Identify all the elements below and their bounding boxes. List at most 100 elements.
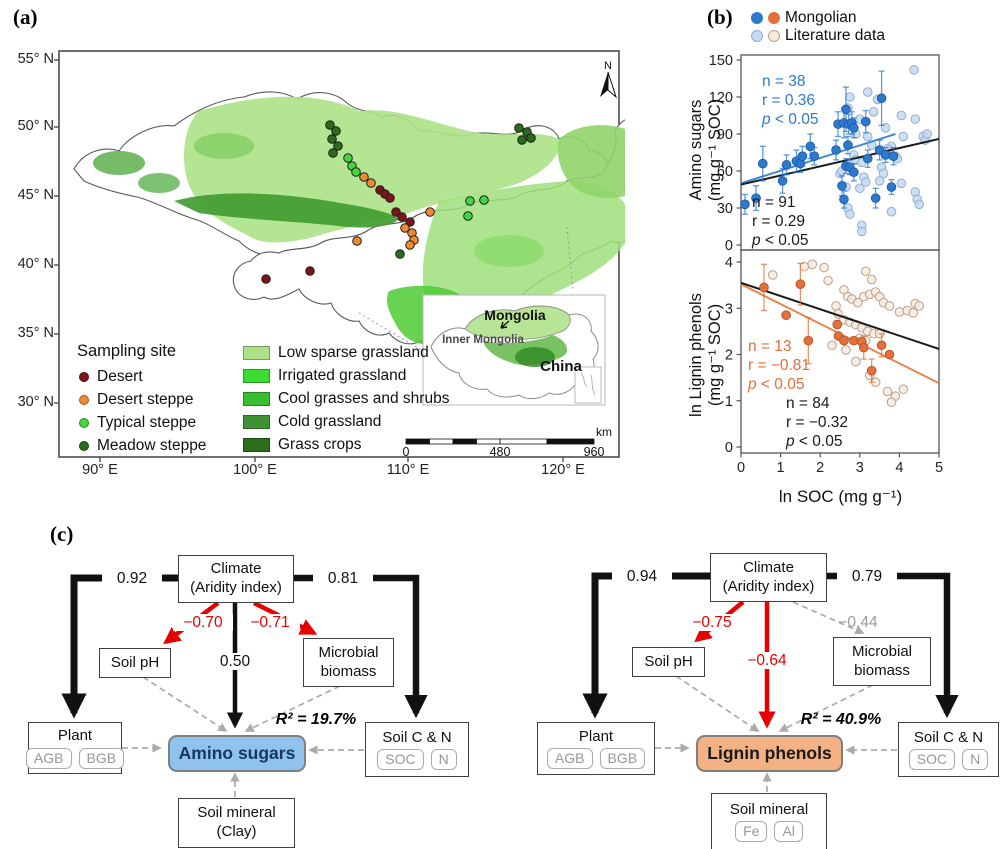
mongolian-point xyxy=(886,182,897,192)
sampling-site-dot xyxy=(327,134,337,144)
scale-mid: 480 xyxy=(490,445,511,459)
lignin-y-axis-title: ln Lignin phenols (mg g⁻¹ SOC) xyxy=(687,255,725,455)
literature-blue-dot xyxy=(751,30,763,42)
literature-point xyxy=(922,129,932,139)
dash-soilph-node xyxy=(142,676,228,732)
microbial-label-1: Microbial xyxy=(318,643,379,661)
site-type-dot xyxy=(79,372,89,382)
literature-point xyxy=(819,262,829,273)
literature-point xyxy=(908,308,919,318)
bgb-chip: BGB xyxy=(78,747,125,769)
fit-line xyxy=(740,137,940,186)
stats-annotation: n = 91 r = 0.29 p < 0.05 xyxy=(752,193,808,250)
stats-line: n = 91 xyxy=(752,194,796,211)
inset-connector-lines xyxy=(358,226,574,352)
climate-subtitle: (Aridity index) xyxy=(722,577,815,595)
climate-title: Climate xyxy=(743,558,794,576)
lignin-phenols-node: Lignin phenols xyxy=(696,735,843,772)
climate-title: Climate xyxy=(210,560,262,578)
plant-box: Plant AGB BGB xyxy=(25,722,125,774)
amino-y-axis-title: Amino sugars (mg g⁻¹ SOC) xyxy=(687,50,725,250)
literature-point xyxy=(845,209,855,219)
scale-end: 960 xyxy=(584,445,605,459)
fit-line xyxy=(740,281,940,350)
coef-climate-microbial: −0.44 xyxy=(838,614,878,631)
y-tick-label: 30 xyxy=(717,201,733,217)
plot-frame xyxy=(740,249,940,454)
soil-ph-box: Soil pH xyxy=(632,647,705,677)
x-tick-label: 2 xyxy=(816,460,824,476)
mongolian-point xyxy=(876,340,887,351)
n-chip: N xyxy=(430,749,457,771)
stats-line: r = −0.81 xyxy=(748,357,811,374)
mongolian-point xyxy=(837,181,847,191)
inset-label-inner-mongolia: Inner Mongolia xyxy=(442,334,524,346)
sampling-site-dot xyxy=(351,167,361,177)
site-type-label: Desert steppe xyxy=(97,391,194,408)
literature-point xyxy=(884,301,895,311)
mongolian-point xyxy=(831,145,841,155)
sampling-site-dot xyxy=(333,141,343,151)
lat-tick-label: 35° N xyxy=(17,325,54,341)
mongolian-point xyxy=(876,93,887,104)
soil-cn-box: Soil C & N SOC N xyxy=(898,722,999,777)
plant-label: Plant xyxy=(57,727,93,745)
map-legend-landcover-item: Grass crops xyxy=(243,436,362,454)
mongolian-point xyxy=(862,153,873,164)
literature-point xyxy=(878,168,889,179)
landcover-label: Grass crops xyxy=(278,436,362,453)
climate-box: Climate (Aridity index) xyxy=(710,553,827,602)
sampling-site-dot xyxy=(352,236,362,246)
soc-chip: SOC xyxy=(377,749,424,771)
coef-climate-plant: 0.92 xyxy=(102,570,162,587)
scale-unit: km xyxy=(596,425,612,439)
lat-tick-label: 45° N xyxy=(17,187,54,203)
mongolian-blue-dot xyxy=(751,12,763,24)
panel-b-label: (b) xyxy=(707,5,733,29)
x-axis-title: ln SOC (mg g⁻¹) xyxy=(778,487,903,506)
site-type-dot xyxy=(79,441,89,451)
sampling-site-dot xyxy=(395,249,405,259)
mongolian-point xyxy=(880,150,891,160)
coef-climate-soilph: −0.75 xyxy=(682,614,742,631)
y-tick-label: 3 xyxy=(725,301,733,317)
soil-mineral-label: Soil mineral xyxy=(729,800,809,818)
stats-line: n = 38 xyxy=(762,73,806,90)
coef-climate-node: 0.50 xyxy=(205,653,265,670)
mongolian-point xyxy=(832,319,843,330)
coef-climate-soilph: −0.70 xyxy=(173,614,233,631)
mongolian-point xyxy=(759,282,769,293)
literature-point xyxy=(851,356,861,367)
scatter-plot: 0 1 2 3 4 0 1 2 3 4 5 xyxy=(725,249,943,476)
scatter-legend-row-literature: Literature data xyxy=(751,27,885,45)
inset-label-mongolia: Mongolia xyxy=(484,307,546,323)
sampling-site-dot xyxy=(425,207,435,217)
y-tick-label: 150 xyxy=(709,53,733,69)
x-tick-label: 3 xyxy=(856,460,864,476)
stats-line: n = 13 xyxy=(748,338,792,355)
literature-point xyxy=(841,345,851,355)
plant-label: Plant xyxy=(578,727,614,745)
coef-climate-node: −0.64 xyxy=(737,652,797,669)
mongolian-point xyxy=(781,310,791,320)
coef-climate-soilcn: 0.79 xyxy=(837,568,897,585)
microbial-label-2: biomass xyxy=(320,662,377,680)
panel-scatter: (b) Mongolian Literature data 0 30 60 90 120… xyxy=(687,0,1003,520)
inset-label-china: China xyxy=(540,358,582,375)
mongolian-point xyxy=(740,199,750,210)
north-label: N xyxy=(604,60,612,72)
y-tick-label: 1 xyxy=(725,394,733,410)
soil-mineral-label: Soil mineral xyxy=(197,804,276,822)
lat-tick-label: 30° N xyxy=(17,394,54,410)
coef-climate-microbial: −0.71 xyxy=(240,614,300,631)
literature-point xyxy=(862,87,873,97)
climate-box: Climate (Aridity index) xyxy=(178,555,294,603)
sampling-site-dot xyxy=(479,195,489,205)
landcover-label: Low sparse grassland xyxy=(278,344,429,361)
al-chip: Al xyxy=(774,821,803,843)
dash-climate-microbial xyxy=(792,601,865,635)
literature-point xyxy=(860,266,871,277)
mongolian-point xyxy=(849,123,859,133)
